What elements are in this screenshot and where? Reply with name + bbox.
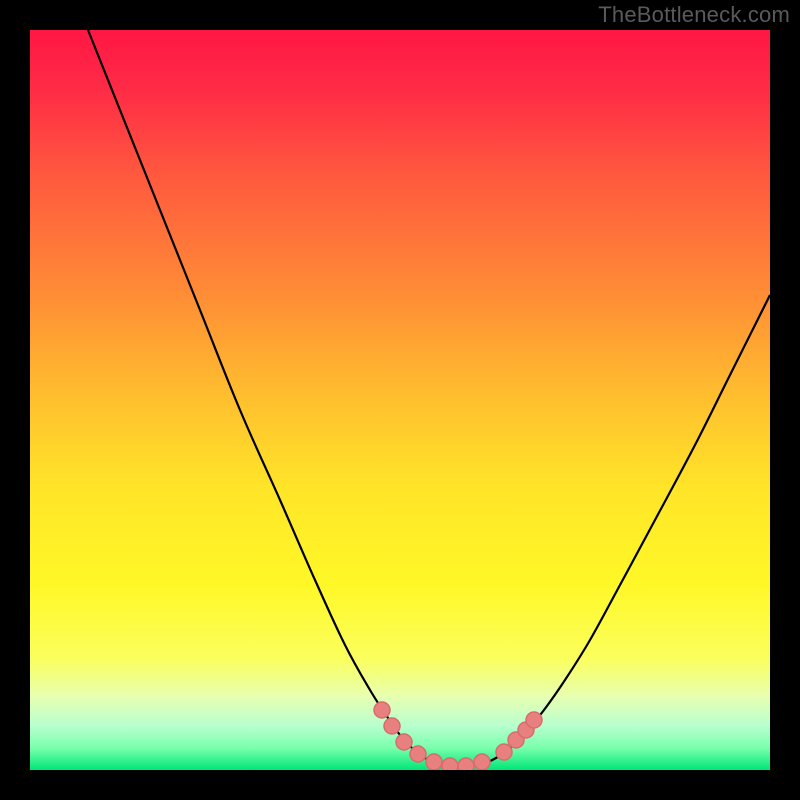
chart-container: TheBottleneck.com	[0, 0, 800, 800]
data-marker	[474, 754, 490, 770]
gradient-background	[30, 30, 770, 770]
data-marker	[496, 744, 512, 760]
data-marker	[526, 712, 542, 728]
data-marker	[396, 734, 412, 750]
data-marker	[410, 746, 426, 762]
data-marker	[374, 702, 390, 718]
bottleneck-chart	[0, 0, 800, 800]
data-marker	[384, 718, 400, 734]
data-marker	[426, 754, 442, 770]
watermark-text: TheBottleneck.com	[598, 2, 790, 28]
